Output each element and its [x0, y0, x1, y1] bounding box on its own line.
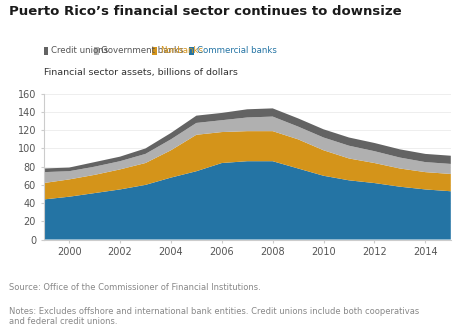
Text: Puerto Rico’s financial sector continues to downsize: Puerto Rico’s financial sector continues…: [9, 5, 401, 18]
Text: Notes: Excludes offshore and international bank entities. Credit unions include : Notes: Excludes offshore and internation…: [9, 307, 419, 326]
Text: Source: Office of the Commissioner of Financial Institutions.: Source: Office of the Commissioner of Fi…: [9, 283, 260, 292]
Text: Nonbanks: Nonbanks: [159, 47, 202, 55]
Text: Commercial banks: Commercial banks: [196, 47, 276, 55]
Text: Financial sector assets, billions of dollars: Financial sector assets, billions of dol…: [44, 68, 237, 77]
Text: Government banks: Government banks: [101, 47, 184, 55]
Text: Credit unions: Credit unions: [51, 47, 108, 55]
